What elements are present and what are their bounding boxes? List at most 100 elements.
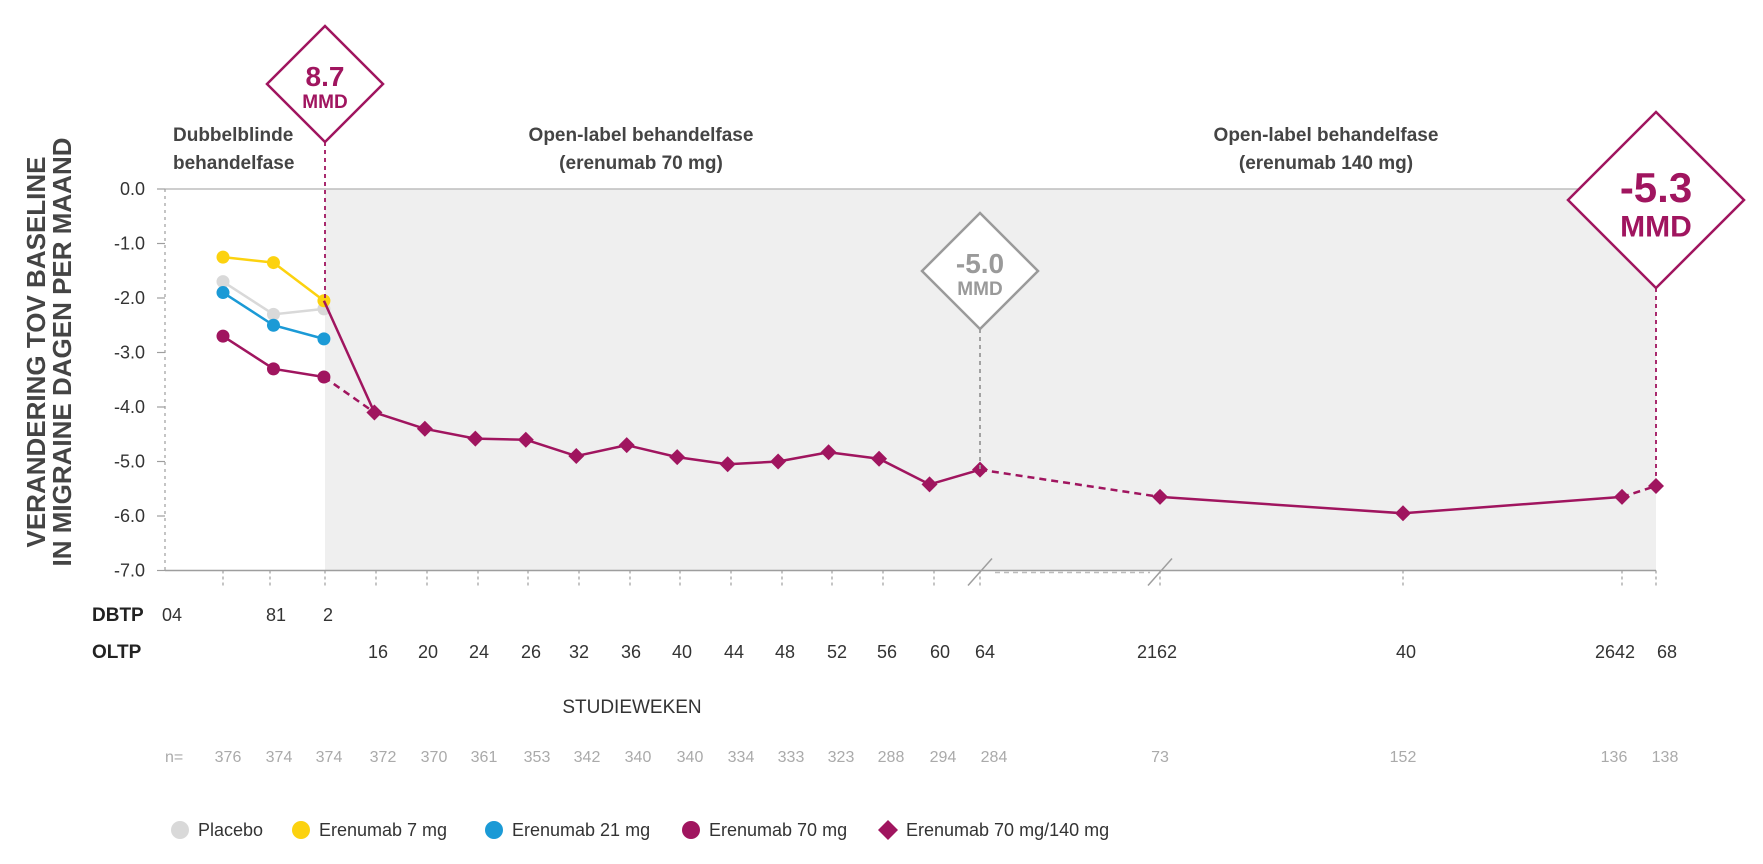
- data-point-diamond: [871, 450, 888, 467]
- y-tick-label: -4.0: [114, 397, 145, 417]
- data-point-diamond: [1614, 488, 1630, 505]
- data-point-diamond: [517, 431, 534, 448]
- oltp-tick-label: 32: [569, 642, 589, 662]
- y-tick-label: -6.0: [114, 506, 145, 526]
- n-value: 138: [1652, 749, 1679, 766]
- n-value: 370: [421, 749, 448, 766]
- phase-label-line1: Dubbelblinde: [173, 125, 293, 146]
- series-line-segment: [576, 443, 627, 458]
- series-line-segment: [929, 468, 981, 486]
- phase-label-line2: behandelfase: [173, 153, 294, 174]
- data-point: [216, 286, 230, 300]
- n-value: 342: [574, 749, 601, 766]
- oltp-tick-label: 20: [418, 642, 438, 662]
- legend-item: Erenumab 21 mg: [485, 820, 650, 840]
- data-point-diamond: [467, 430, 484, 447]
- series-erenumab-21-mg: [216, 286, 331, 346]
- y-axis-title-line2: IN MIGRAINE DAGEN PER MAAND: [47, 137, 77, 566]
- data-point: [266, 307, 280, 321]
- callout-value: -5.3: [1620, 164, 1692, 211]
- data-point-diamond: [618, 437, 635, 454]
- legend-swatch-diamond: [878, 820, 898, 840]
- legend-item: Erenumab 7 mg: [292, 820, 447, 840]
- legend: Placebo Erenumab 7 mg Erenumab 21 mg Erenum…: [171, 820, 1109, 840]
- series-line-segment: [727, 460, 779, 466]
- data-point-diamond: [972, 461, 988, 478]
- n-value: 294: [930, 749, 957, 766]
- legend-item: Placebo: [171, 820, 263, 840]
- n-value: 340: [625, 749, 652, 766]
- series-erenumab-70-mg: [216, 329, 331, 384]
- data-point-diamond: [820, 444, 837, 461]
- oltp-tick-label: 52: [827, 642, 847, 662]
- dbtp-tick-label: 81: [266, 605, 286, 625]
- data-point-diamond: [669, 449, 686, 466]
- legend-item: Erenumab 70 mg: [682, 820, 847, 840]
- callout-unit: MMD: [957, 279, 1002, 300]
- oltp-tick-label: 40: [1396, 642, 1416, 662]
- axis-break-mark: [967, 558, 993, 586]
- n-value: 374: [266, 749, 293, 766]
- n-value: 376: [215, 749, 242, 766]
- series-layer: [216, 250, 1664, 522]
- series-line-segment: [1159, 495, 1404, 515]
- tick-labels-layer: 0.0 -1.0 -2.0 -3.0 -4.0 -5.0 -6.0 -7.0 04 81 2 16 20…: [114, 179, 1678, 766]
- phase-label-open-label-70: Open-label behandelfase (erenumab 70 mg): [529, 125, 754, 174]
- legend-swatch: [682, 821, 700, 839]
- series-line-segment: [525, 438, 577, 458]
- y-tick-label: -5.0: [114, 452, 145, 472]
- oltp-tick-label: 68: [1657, 642, 1677, 662]
- n-value: 340: [677, 749, 704, 766]
- data-point: [216, 329, 230, 343]
- phase-label-line1: Open-label behandelfase: [529, 125, 754, 146]
- data-point-diamond: [770, 453, 787, 470]
- y-tick-label: -2.0: [114, 288, 145, 308]
- n-value: 353: [524, 749, 551, 766]
- data-point-diamond: [416, 420, 433, 437]
- data-point-diamond: [719, 456, 736, 473]
- callout-value: 8.7: [306, 61, 345, 92]
- data-point: [266, 256, 280, 270]
- phase-label-open-label-140: Open-label behandelfase (erenumab 140 mg…: [1214, 125, 1439, 174]
- callout-unit: MMD: [302, 92, 347, 113]
- y-tick-label: -3.0: [114, 343, 145, 363]
- n-row-label: n=: [165, 749, 183, 766]
- legend-swatch: [485, 821, 503, 839]
- legend-label: Erenumab 21 mg: [512, 820, 650, 840]
- legend-item: Erenumab 70 mg/140 mg: [878, 820, 1109, 840]
- axes-layer: [157, 188, 1657, 587]
- legend-swatch: [171, 821, 189, 839]
- phase-label-double-blind: Dubbelblinde behandelfase: [173, 125, 294, 174]
- y-axis-title-line1: VERANDERING TOV BASELINE: [21, 156, 51, 547]
- phase-label-line2: (erenumab 70 mg): [559, 153, 723, 174]
- n-value: 333: [778, 749, 805, 766]
- oltp-tick-label: 56: [877, 642, 897, 662]
- dbtp-tick-label: 2: [323, 605, 333, 625]
- n-value: 136: [1601, 749, 1628, 766]
- oltp-tick-label: 2162: [1137, 642, 1177, 662]
- y-tick-label: 0.0: [120, 179, 145, 199]
- callout-diamond: [920, 211, 1040, 331]
- data-point: [216, 250, 230, 264]
- callout-unit: MMD: [1620, 211, 1692, 244]
- y-tick-label: -1.0: [114, 234, 145, 254]
- y-axis-title: VERANDERING TOV BASELINE IN MIGRAINE DAG…: [21, 137, 77, 566]
- data-point-diamond: [1648, 478, 1664, 495]
- n-value: 323: [828, 749, 855, 766]
- callout-diamond: [265, 24, 385, 144]
- dbtp-tick-label: 04: [162, 605, 182, 625]
- oltp-tick-label: 60: [930, 642, 950, 662]
- n-value: 374: [316, 749, 343, 766]
- n-value: 288: [878, 749, 905, 766]
- callout-diamond: [1566, 110, 1746, 290]
- oltp-tick-label: 24: [469, 642, 489, 662]
- series-line-segment: [626, 443, 678, 459]
- x-axis-title: STUDIEWEKEN: [562, 697, 701, 718]
- legend-label: Erenumab 70 mg/140 mg: [906, 820, 1109, 840]
- oltp-tick-label: 44: [724, 642, 744, 662]
- oltp-tick-label: 40: [672, 642, 692, 662]
